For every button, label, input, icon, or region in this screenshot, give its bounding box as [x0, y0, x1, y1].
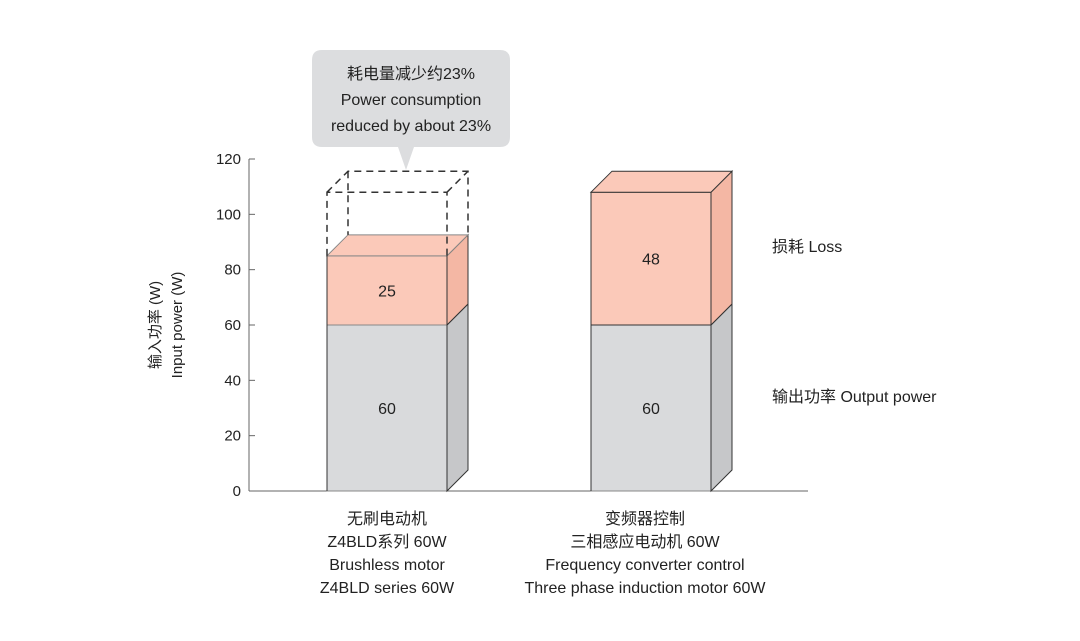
bar-value-label: 60	[378, 401, 396, 418]
reference-outline	[326, 170, 469, 256]
category-label: Three phase induction motor 60W	[524, 580, 766, 597]
y-tick-label: 80	[224, 262, 241, 279]
bar-top	[325, 234, 470, 257]
legend-loss: 损耗 Loss	[772, 238, 842, 256]
y-tick-label: 100	[216, 206, 241, 223]
y-axis-label-en: Input power (W)	[169, 272, 186, 379]
y-tick-label: 40	[224, 372, 241, 389]
y-tick-label: 120	[216, 151, 241, 168]
bar-value-label: 25	[378, 283, 396, 300]
bar-side	[710, 169, 733, 327]
callout-text: Power consumption	[341, 92, 482, 109]
callout-text: 耗电量减少约23%	[347, 65, 475, 83]
y-tick-label: 60	[224, 317, 241, 334]
category-label: Z4BLD series 60W	[320, 580, 455, 597]
bar-value-label: 60	[642, 401, 660, 418]
category-label: 无刷电动机	[347, 510, 427, 528]
callout-box	[312, 50, 510, 170]
bar-value-label: 48	[642, 252, 660, 269]
callout-text: reduced by about 23%	[331, 118, 491, 135]
category-label: 三相感应电动机 60W	[570, 532, 720, 551]
category-label: Brushless motor	[329, 557, 445, 574]
bar-segment	[326, 255, 448, 326]
bar-side	[710, 302, 733, 493]
category-label: Z4BLD系列 60W	[327, 533, 447, 551]
y-tick-label: 0	[233, 483, 241, 500]
legend-output: 输出功率 Output power	[772, 388, 937, 406]
bar-side	[446, 302, 469, 493]
category-label: Frequency converter control	[545, 557, 744, 574]
bar-top	[589, 170, 734, 193]
bar-segment	[590, 191, 712, 326]
y-axis-label-cn: 输入功率 (W)	[147, 281, 164, 369]
category-label: 变频器控制	[605, 510, 685, 528]
y-tick-label: 20	[224, 428, 241, 445]
